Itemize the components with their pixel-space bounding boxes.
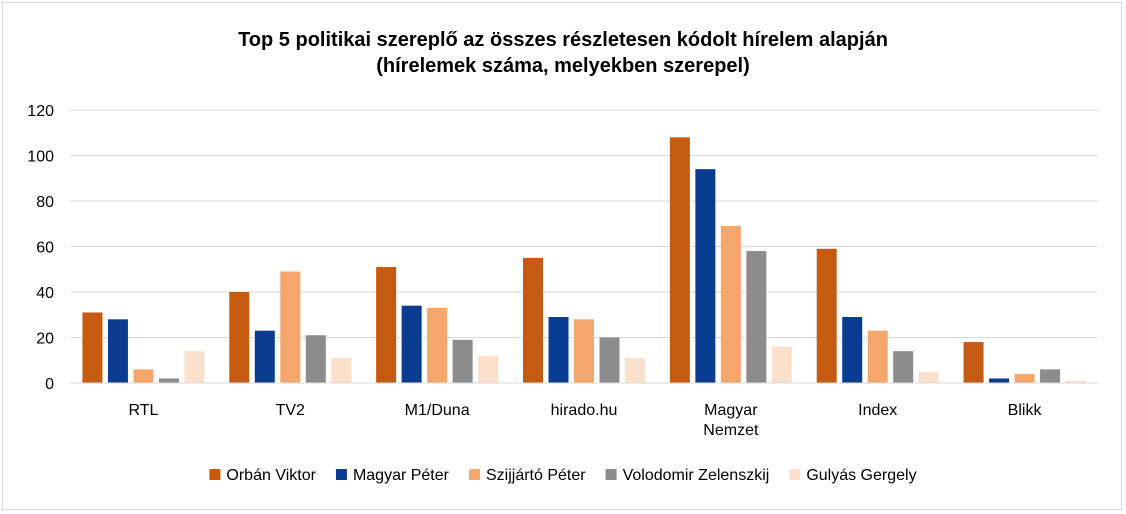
y-tick-label: 80 [36, 194, 54, 211]
bar [842, 317, 863, 383]
bar [963, 342, 984, 383]
bar [1014, 373, 1035, 383]
chart-title-line-2: (hírelemek száma, melyekben szerepel) [376, 55, 750, 77]
legend-swatch [605, 469, 617, 480]
legend-swatch [468, 469, 480, 480]
bar [599, 337, 620, 383]
y-tick-label: 60 [36, 240, 54, 257]
bar [548, 317, 569, 383]
bar [1065, 380, 1086, 383]
bar [305, 335, 326, 383]
category-label: hirado.hu [551, 402, 618, 419]
category-label: TV2 [276, 402, 305, 419]
bar [625, 357, 645, 383]
legend-swatch [209, 469, 221, 480]
gridlines [70, 109, 1098, 338]
legend-swatch [789, 469, 801, 480]
bar [229, 292, 250, 383]
category-label: M1/Duna [405, 402, 470, 419]
y-tick-label: 120 [27, 103, 54, 120]
bars [82, 137, 1086, 384]
bar [695, 169, 716, 383]
bar [158, 378, 179, 383]
bar [107, 319, 128, 383]
legend-label: Szijjártó Péter [486, 467, 586, 484]
legend-label: Volodomir Zelenszkij [623, 467, 770, 484]
bar [184, 351, 205, 383]
legend-swatch [335, 469, 347, 480]
legend-label: Gulyás Gergely [806, 467, 916, 484]
chart-title-line-1: Top 5 politikai szereplő az összes részl… [238, 29, 888, 51]
legend-label: Orbán Viktor [226, 467, 316, 484]
y-axis-ticks: 0 20 40 60 80 100 120 [27, 103, 54, 393]
bar [452, 339, 473, 383]
bar [280, 271, 301, 383]
bar [1040, 369, 1061, 383]
category-labels: RTL TV2 M1/Duna hirado.hu Magyar Nemzet Index B… [128, 402, 1042, 439]
bar [401, 305, 422, 383]
bar [523, 257, 543, 384]
bar [376, 266, 397, 383]
category-label: Blikk [1008, 402, 1043, 419]
bar [574, 319, 594, 383]
bar [720, 226, 741, 383]
category-label: RTL [128, 402, 158, 419]
y-tick-label: 20 [36, 331, 54, 348]
category-label: Index [858, 402, 897, 419]
bar [669, 137, 690, 383]
category-label: Magyar [704, 402, 758, 419]
bar [254, 330, 275, 383]
y-tick-label: 0 [45, 376, 54, 393]
bar [427, 307, 448, 383]
bar [918, 371, 939, 384]
bar [867, 330, 888, 383]
bar [746, 251, 767, 383]
y-tick-label: 100 [27, 149, 54, 166]
bar [133, 369, 154, 383]
bar [82, 312, 103, 383]
bar [893, 351, 914, 383]
bar [331, 357, 352, 383]
y-tick-label: 40 [36, 285, 54, 302]
legend-label: Magyar Péter [353, 467, 450, 484]
legend: Orbán Viktor Magyar Péter Szijjártó Péter V… [209, 467, 917, 484]
bar [816, 248, 837, 383]
chart-title: Top 5 politikai szereplő az összes részl… [238, 29, 888, 77]
bar [989, 378, 1010, 383]
bar [771, 346, 792, 383]
category-label: Nemzet [703, 422, 759, 439]
bar [478, 355, 499, 383]
